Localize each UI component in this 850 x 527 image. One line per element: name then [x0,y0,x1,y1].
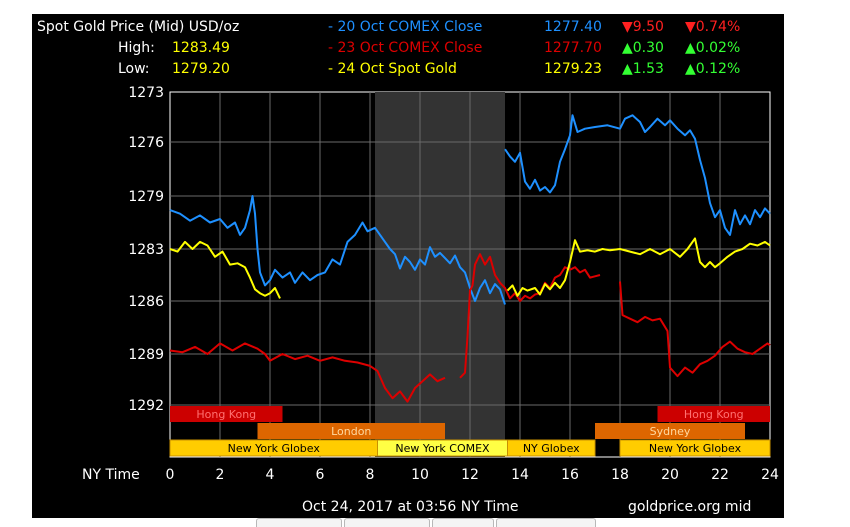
x-tick-label: 4 [266,467,275,483]
timestamp: Oct 24, 2017 at 03:56 NY Time [302,499,519,515]
source-label: goldprice.org mid [628,499,751,515]
y-tick-label: 1292 [128,398,164,414]
legend: - 20 Oct COMEX Close 1277.40 ▼9.50 ▼0.74… [328,19,740,77]
x-tick-label: 10 [411,467,429,483]
gold-price-chart: Spot Gold Price (Mid) USD/oz High: 1283.… [32,14,784,518]
x-axis-label: NY Time [82,467,140,483]
legend-series-price: 1279.23 [544,61,602,77]
x-tick-label: 14 [511,467,529,483]
x-tick-label: 0 [166,467,175,483]
tab-2[interactable] [344,518,430,527]
chart-canvas: Spot Gold Price (Mid) USD/oz High: 1283.… [37,19,779,515]
x-tick-label: 18 [611,467,629,483]
session-label: London [331,425,371,438]
legend-series-pct: ▲0.12% [685,61,740,77]
y-tick-label: 1273 [128,85,164,101]
high-value: 1283.49 [172,40,230,56]
session-label: NY Globex [523,442,580,455]
comex-shaded-region [375,92,505,457]
legend-series-price: 1277.40 [544,19,602,35]
x-tick-label: 12 [461,467,479,483]
legend-series-name: - 20 Oct COMEX Close [328,19,482,35]
legend-series-change: ▼9.50 [622,19,664,35]
session-label: New York Globex [228,442,321,455]
x-tick-label: 6 [316,467,325,483]
tab-1[interactable] [256,518,342,527]
session-label: Sydney [650,425,691,438]
x-tick-label: 20 [661,467,679,483]
legend-series-name: - 24 Oct Spot Gold [328,61,457,77]
session-label: New York COMEX [395,442,490,455]
session-bar [619,439,771,457]
x-tick-label: 2 [216,467,225,483]
tab-3[interactable] [432,518,494,527]
series-line [619,281,771,378]
legend-series-pct: ▲0.02% [685,40,740,56]
session-bar [257,423,445,439]
x-tick-label: 16 [561,467,579,483]
session-bar [657,406,770,422]
low-value: 1279.20 [172,61,230,77]
session-bar [507,439,596,457]
chart-title: Spot Gold Price (Mid) USD/oz [37,19,239,35]
session-label: New York Globex [649,442,742,455]
x-tick-label: 24 [761,467,779,483]
y-tick-label: 1279 [128,189,164,205]
low-label: Low: [118,61,150,77]
legend-series-name: - 23 Oct COMEX Close [328,40,482,56]
legend-series-price: 1277.70 [544,40,602,56]
series-line [169,240,281,299]
y-tick-label: 1276 [128,135,164,151]
y-tick-label: 1289 [128,347,164,363]
y-tick-label: 1283 [128,242,164,258]
session-label: Hong Kong [684,408,744,421]
legend-series-pct: ▼0.74% [685,19,740,35]
series-line [169,342,446,403]
x-tick-label: 8 [366,467,375,483]
series-line [504,114,771,236]
x-tick-label: 22 [711,467,729,483]
session-label: Hong Kong [196,408,256,421]
session-bar [170,406,283,422]
legend-series-change: ▲0.30 [622,40,664,56]
high-label: High: [118,40,155,56]
series-line [506,237,771,297]
y-tick-label: 1286 [128,294,164,310]
series-line [459,253,601,379]
legend-series-change: ▲1.53 [622,61,664,77]
session-bar [595,423,745,439]
tab-4[interactable] [496,518,596,527]
series-line [169,195,506,305]
